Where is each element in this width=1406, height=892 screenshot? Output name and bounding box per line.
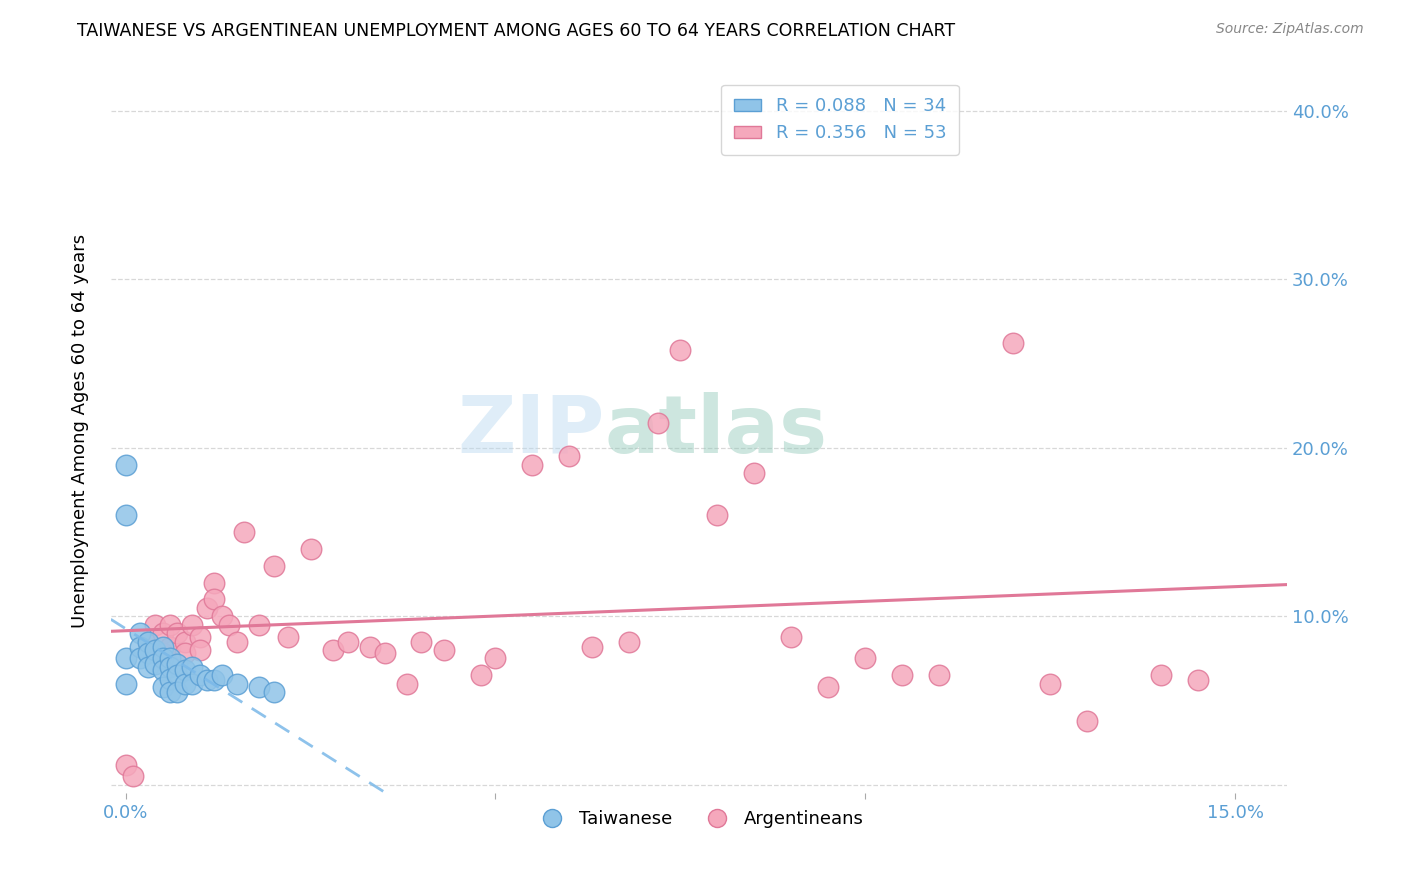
Point [522,458,544,472]
Point [395,677,418,691]
Y-axis label: Unemployment Among Ages 60 to 64 years: Unemployment Among Ages 60 to 64 years [72,234,89,628]
Point [129,640,152,654]
Point [129,651,152,665]
Point [114,757,136,772]
Point [218,617,240,632]
Point [706,508,728,523]
Point [232,524,254,539]
Point [136,634,159,648]
Point [136,634,159,648]
Point [181,660,204,674]
Point [114,508,136,523]
Point [195,673,218,688]
Point [152,640,174,654]
Point [143,643,166,657]
Point [891,668,914,682]
Point [411,634,433,648]
Point [152,663,174,677]
Point [152,680,174,694]
Point [336,634,359,648]
Point [166,668,188,682]
Point [188,668,211,682]
Point [1002,336,1025,351]
Point [225,677,247,691]
Point [114,677,136,691]
Point [581,640,603,654]
Point [159,651,181,665]
Point [263,685,285,699]
Point [558,449,581,463]
Point [1039,677,1062,691]
Point [122,770,145,784]
Point [1076,714,1098,728]
Point [247,680,270,694]
Point [173,663,195,677]
Point [359,640,381,654]
Point [225,634,247,648]
Point [202,673,225,688]
Point [484,651,506,665]
Point [1187,673,1209,688]
Point [114,651,136,665]
Point [159,640,181,654]
Point [188,630,211,644]
Point [114,458,136,472]
Point [277,630,299,644]
Point [263,558,285,573]
Point [143,657,166,671]
Point [195,601,218,615]
Point [780,630,803,644]
Point [202,592,225,607]
Point [247,617,270,632]
Point [136,660,159,674]
Point [433,643,456,657]
Point [129,626,152,640]
Point [143,617,166,632]
Point [166,657,188,671]
Point [152,651,174,665]
Point [159,685,181,699]
Point [853,651,876,665]
Point [173,677,195,691]
Legend: Taiwanese, Argentineans: Taiwanese, Argentineans [526,803,872,835]
Point [202,575,225,590]
Point [669,343,692,357]
Point [647,416,669,430]
Point [143,643,166,657]
Point [159,672,181,686]
Point [173,647,195,661]
Point [159,660,181,674]
Point [152,626,174,640]
Point [617,634,640,648]
Point [928,668,950,682]
Point [817,680,839,694]
Text: ZIP: ZIP [457,392,605,470]
Point [181,617,204,632]
Text: Source: ZipAtlas.com: Source: ZipAtlas.com [1216,22,1364,37]
Point [299,541,322,556]
Point [166,685,188,699]
Point [166,626,188,640]
Point [188,643,211,657]
Text: atlas: atlas [605,392,828,470]
Text: TAIWANESE VS ARGENTINEAN UNEMPLOYMENT AMONG AGES 60 TO 64 YEARS CORRELATION CHAR: TAIWANESE VS ARGENTINEAN UNEMPLOYMENT AM… [77,22,956,40]
Point [744,466,766,480]
Point [470,668,492,682]
Point [159,617,181,632]
Point [373,647,395,661]
Point [181,677,204,691]
Point [136,647,159,661]
Point [322,643,344,657]
Point [173,634,195,648]
Point [211,609,233,624]
Point [1150,668,1173,682]
Point [211,668,233,682]
Point [152,647,174,661]
